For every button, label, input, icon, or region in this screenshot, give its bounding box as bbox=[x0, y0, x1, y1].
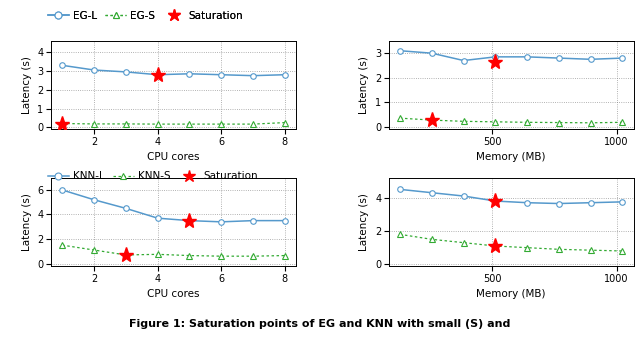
Y-axis label: Latency (s): Latency (s) bbox=[22, 193, 32, 251]
Legend: KNN-L, KNN-S, Saturation: KNN-L, KNN-S, Saturation bbox=[44, 167, 262, 186]
Y-axis label: Latency (s): Latency (s) bbox=[360, 56, 369, 114]
X-axis label: CPU cores: CPU cores bbox=[147, 152, 200, 162]
X-axis label: CPU cores: CPU cores bbox=[147, 289, 200, 299]
X-axis label: Memory (MB): Memory (MB) bbox=[477, 152, 546, 162]
X-axis label: Memory (MB): Memory (MB) bbox=[477, 289, 546, 299]
Y-axis label: Latency (s): Latency (s) bbox=[360, 193, 369, 251]
Text: Figure 1: Saturation points of EG and KNN with small (S) and: Figure 1: Saturation points of EG and KN… bbox=[129, 320, 511, 329]
Legend: EG-L, EG-S, Saturation: EG-L, EG-S, Saturation bbox=[44, 7, 247, 25]
Y-axis label: Latency (s): Latency (s) bbox=[22, 56, 32, 114]
